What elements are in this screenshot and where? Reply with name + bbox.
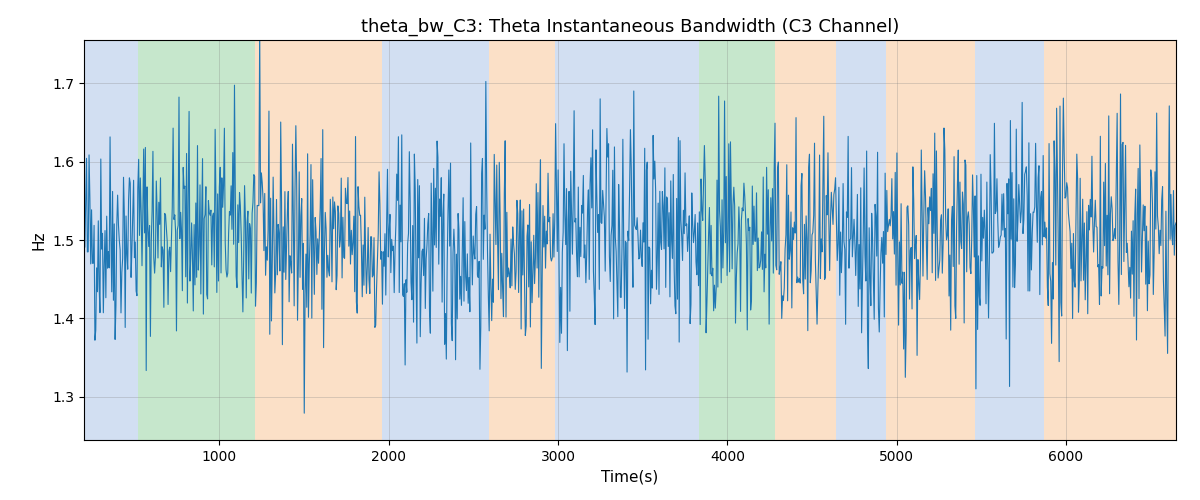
- Bar: [488, 40, 554, 440]
- Bar: [887, 40, 974, 440]
- Title: theta_bw_C3: Theta Instantaneous Bandwidth (C3 Channel): theta_bw_C3: Theta Instantaneous Bandwid…: [361, 18, 899, 36]
- Bar: [775, 40, 835, 440]
- Bar: [138, 40, 254, 440]
- Bar: [974, 40, 1044, 440]
- Bar: [382, 40, 488, 440]
- Bar: [84, 40, 138, 440]
- Bar: [254, 40, 382, 440]
- Bar: [698, 40, 775, 440]
- Bar: [1044, 40, 1176, 440]
- X-axis label: Time(s): Time(s): [601, 470, 659, 484]
- Y-axis label: Hz: Hz: [31, 230, 47, 250]
- Bar: [554, 40, 698, 440]
- Bar: [835, 40, 887, 440]
